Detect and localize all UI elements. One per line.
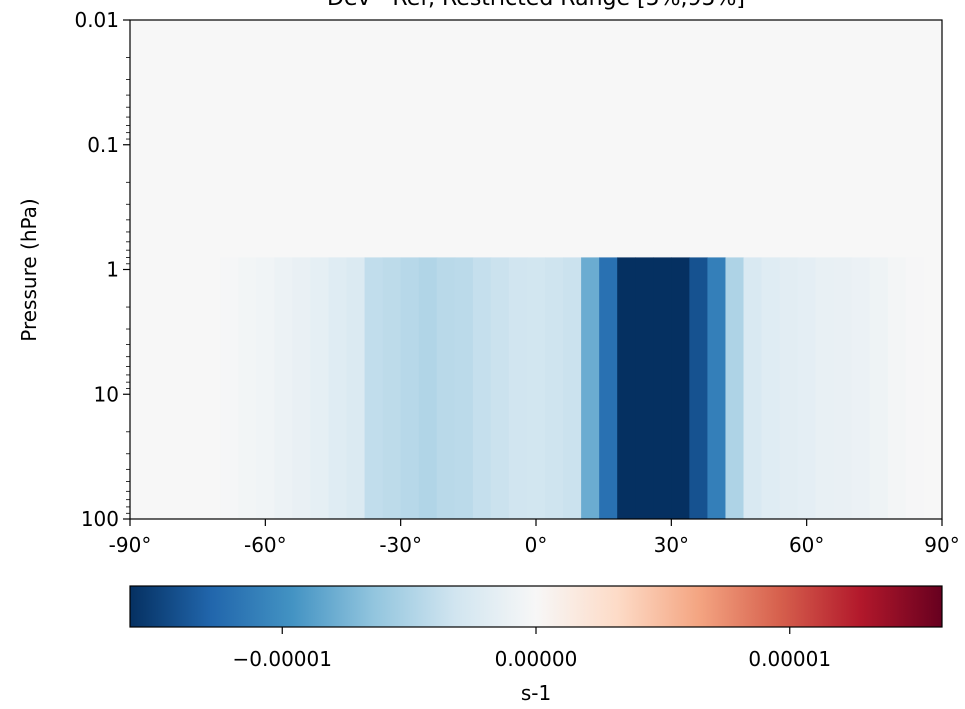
heatmap-cell xyxy=(617,257,636,519)
heatmap-cell xyxy=(130,257,149,519)
heatmap-cell xyxy=(310,257,330,519)
heatmap-cell xyxy=(328,257,348,519)
heatmap-cell xyxy=(779,257,799,519)
heatmap-cell xyxy=(761,257,781,519)
heatmap-cell xyxy=(184,257,203,519)
y-tick-label: 0.01 xyxy=(74,8,119,32)
y-tick-label: 10 xyxy=(94,382,119,406)
heatmap-cell xyxy=(851,257,871,519)
heatmap-cell xyxy=(400,257,420,519)
heatmap-cell xyxy=(743,257,763,519)
heatmap-cell xyxy=(635,257,654,519)
heatmap-cell xyxy=(599,257,618,519)
x-tick-label: -30° xyxy=(379,533,422,557)
heatmap-cell xyxy=(563,257,582,519)
colorbar-tick-label: 0.00000 xyxy=(495,647,578,671)
heatmap-cell xyxy=(418,257,438,519)
y-tick-label: 1 xyxy=(106,258,119,282)
heatmap-cell xyxy=(653,257,672,519)
heatmap-cell xyxy=(364,257,384,519)
heatmap-cell xyxy=(905,257,925,519)
heatmap-cell xyxy=(508,257,528,519)
heatmap-cell xyxy=(238,257,257,519)
heatmap-cell xyxy=(256,257,275,519)
heatmap-cell xyxy=(797,257,817,519)
heatmap-cell xyxy=(436,257,456,519)
x-axis: -90° -60° -30° 0° 30° 60° 90° xyxy=(109,519,960,557)
chart-title: Dev - Ref, Restricted Range [5%,95%] xyxy=(327,0,745,11)
heatmap-cell xyxy=(220,257,239,519)
heatmap-cell xyxy=(202,257,221,519)
y-axis: 0.01 0.1 1 10 100 xyxy=(74,8,130,531)
heatmap-cell xyxy=(815,257,835,519)
x-tick-label: 0° xyxy=(525,533,548,557)
colorbar-label: s-1 xyxy=(521,681,551,705)
x-tick-label: -60° xyxy=(244,533,287,557)
heatmap-cell xyxy=(490,257,510,519)
heatmap-cell xyxy=(382,257,402,519)
y-tick-label: 0.1 xyxy=(87,133,119,157)
heatmap-cell xyxy=(166,257,185,519)
heatmap-cell xyxy=(833,257,853,519)
heatmap-cell xyxy=(725,257,745,519)
heatmap-cell xyxy=(292,257,312,519)
colorbar-tick-label: −0.00001 xyxy=(233,647,332,671)
heatmap-cell xyxy=(454,257,474,519)
heatmap-cell xyxy=(923,257,943,519)
x-tick-label: 90° xyxy=(924,533,959,557)
heatmap-cell xyxy=(346,257,366,519)
x-tick-label: -90° xyxy=(109,533,152,557)
heatmap-cell xyxy=(274,257,293,519)
x-tick-label: 30° xyxy=(654,533,689,557)
heatmap-cell xyxy=(671,257,690,519)
x-tick-label: 60° xyxy=(789,533,824,557)
heatmap-cells xyxy=(130,20,943,519)
heatmap-cell xyxy=(869,257,889,519)
heatmap-cell xyxy=(689,257,709,519)
heatmap-cell xyxy=(887,257,907,519)
heatmap-cell xyxy=(545,257,564,519)
y-tick-label: 100 xyxy=(81,507,119,531)
y-axis-label: Pressure (hPa) xyxy=(17,198,41,341)
colorbar-tick-label: 0.00001 xyxy=(748,647,831,671)
colorbar xyxy=(129,585,943,628)
heatmap-cell xyxy=(148,257,167,519)
heatmap-cell xyxy=(472,257,492,519)
heatmap-cell xyxy=(581,257,600,519)
colorbar-ticks: −0.00001 0.00000 0.00001 xyxy=(233,627,831,671)
heatmap-cell xyxy=(707,257,727,519)
heatmap-cell xyxy=(526,257,546,519)
